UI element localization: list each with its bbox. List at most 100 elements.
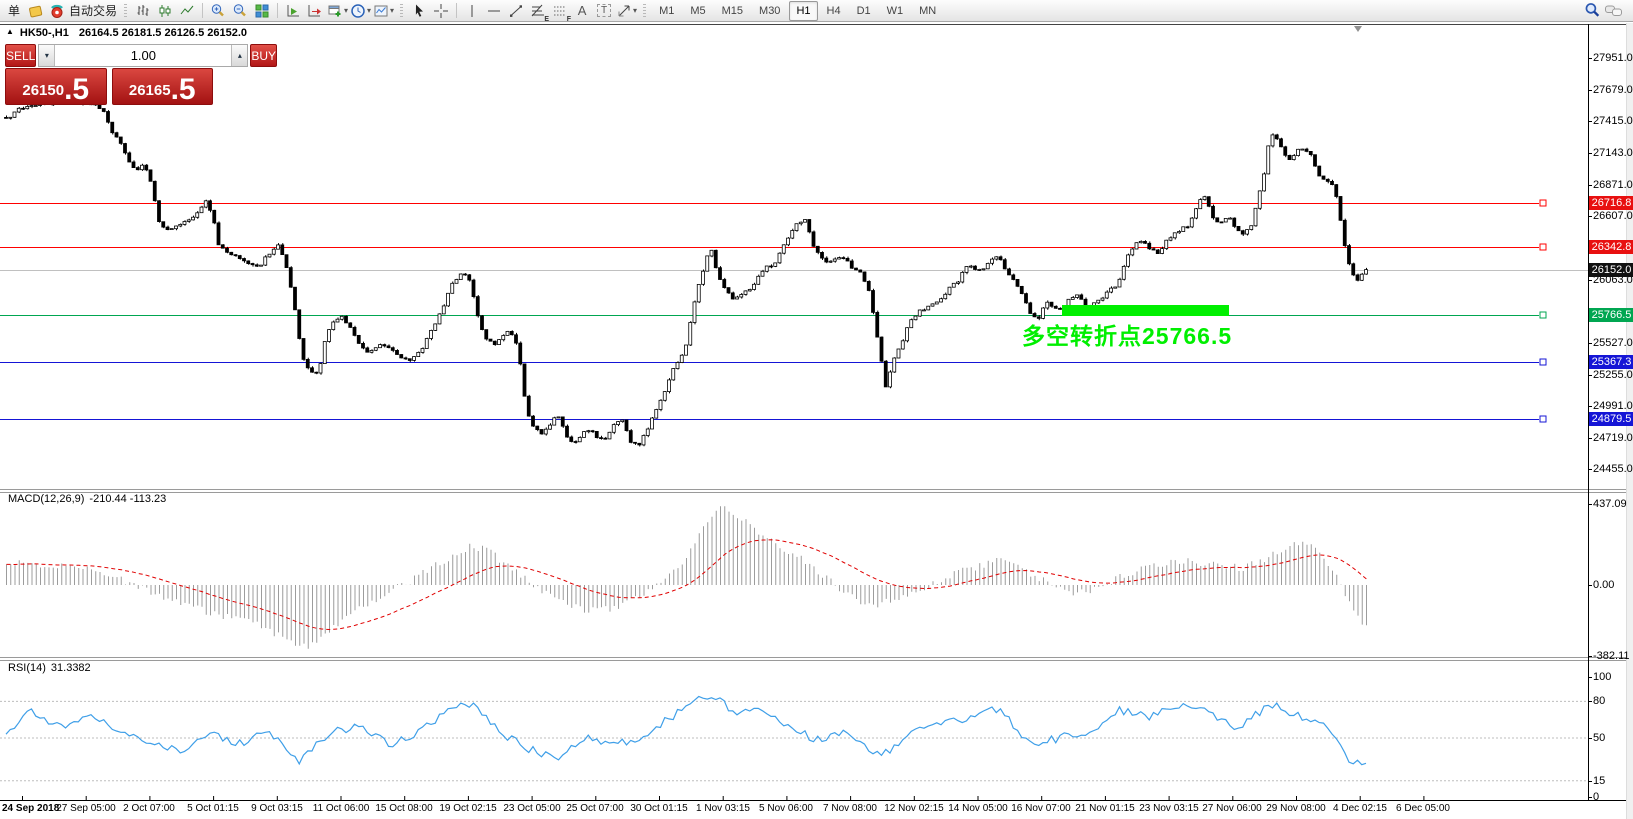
volume-spinner: ▾ ▴ bbox=[38, 44, 249, 67]
fibonacci-expansion-button[interactable]: F bbox=[550, 1, 572, 23]
buy-button[interactable]: BUY bbox=[250, 44, 278, 67]
annotation-rectangle[interactable] bbox=[1062, 305, 1229, 316]
periods-button[interactable]: ▾ bbox=[350, 1, 371, 21]
cursor-button[interactable] bbox=[409, 1, 429, 21]
dropdown-caret-icon: ▾ bbox=[367, 6, 372, 15]
fibonacci-retracement-button[interactable]: E bbox=[528, 1, 550, 23]
dropdown-caret-icon: ▾ bbox=[633, 6, 638, 15]
trendline-button[interactable] bbox=[506, 1, 526, 21]
sell-price-button[interactable]: 26150 .5 bbox=[5, 68, 107, 105]
text-tool-button[interactable]: A bbox=[577, 3, 587, 18]
new-order-button[interactable]: 单 bbox=[7, 4, 20, 18]
macd-indicator-label: MACD(12,26,9) -210.44 -113.23 bbox=[8, 493, 167, 505]
candlesticks bbox=[4, 100, 1368, 447]
templates-button[interactable]: ▾ bbox=[373, 1, 394, 21]
candles-icon bbox=[159, 4, 171, 17]
toolbar-grip bbox=[400, 3, 404, 18]
template-icon bbox=[374, 5, 388, 16]
fib-e-glyph: E bbox=[544, 15, 550, 23]
rsi-indicator-label: RSI(14) 31.3382 bbox=[8, 662, 91, 674]
ohlc-values: 26164.5 26181.5 26126.5 26152.0 bbox=[78, 27, 248, 39]
fibonacci-expansion-icon bbox=[554, 6, 566, 15]
tile-windows-button[interactable] bbox=[252, 1, 272, 21]
horizontal-line-button[interactable] bbox=[484, 1, 504, 21]
chart-annotation-text[interactable]: 多空转折点25766.5 bbox=[1022, 323, 1233, 349]
text-label-tool-button[interactable]: T bbox=[594, 1, 614, 21]
timeframe-M30[interactable]: M30 bbox=[759, 4, 781, 17]
line-chart-button[interactable] bbox=[177, 1, 197, 21]
vertical-scrollbar[interactable] bbox=[1626, 23, 1633, 819]
horizontal-line-icon bbox=[488, 10, 501, 11]
tile-windows-icon bbox=[255, 4, 269, 17]
autotrading-robot-icon bbox=[51, 4, 63, 18]
chart-shift-icon bbox=[308, 4, 321, 16]
timeframe-M1[interactable]: M1 bbox=[659, 4, 675, 17]
chart-title: ▲ HK50-,H1 26164.5 26181.5 26126.5 26152.0 bbox=[6, 27, 247, 39]
clock-icon bbox=[351, 3, 365, 18]
book-icon bbox=[29, 5, 43, 17]
new-chart-button[interactable]: ▾ bbox=[327, 1, 348, 21]
toolbar-separator bbox=[277, 3, 278, 18]
symbol-period-label: HK50-,H1 bbox=[19, 27, 69, 39]
fibonacci-icon bbox=[531, 4, 545, 16]
timeframe-D1[interactable]: D1 bbox=[856, 4, 871, 17]
arrows-tool-button[interactable]: ▾ bbox=[616, 1, 637, 21]
chat-bubbles-icon bbox=[1605, 5, 1622, 16]
shift-marker-icon bbox=[1354, 26, 1362, 32]
macd-histogram bbox=[6, 506, 1367, 649]
search-button[interactable] bbox=[1582, 1, 1602, 21]
rsi-line bbox=[5, 695, 1367, 766]
arrows-icon bbox=[618, 5, 630, 16]
comments-button[interactable] bbox=[1604, 1, 1624, 21]
crosshair-button[interactable] bbox=[431, 1, 451, 21]
toolbar: 单 自动交易 bbox=[0, 0, 1633, 23]
sell-button[interactable]: SELL bbox=[5, 44, 37, 67]
volume-input[interactable] bbox=[55, 45, 232, 66]
candlestick-chart-button[interactable] bbox=[155, 1, 175, 21]
sell-price-fraction: .5 bbox=[64, 72, 90, 106]
cursor-icon bbox=[415, 4, 424, 17]
timeframe-group: M1 M5 M15 M30 H1 H4 D1 W1 MN bbox=[651, 0, 944, 21]
one-click-trading-panel: SELL ▾ ▴ BUY 26150 .5 26165 .5 bbox=[5, 44, 278, 106]
fib-f-glyph: F bbox=[566, 15, 572, 23]
dropdown-caret-icon: ▾ bbox=[390, 6, 395, 15]
chart-shift-button[interactable] bbox=[305, 1, 325, 21]
timeframe-MN[interactable]: MN bbox=[919, 4, 937, 17]
zoom-in-icon bbox=[211, 3, 224, 16]
line-handle[interactable] bbox=[1539, 311, 1547, 319]
buy-price-fraction: .5 bbox=[170, 72, 196, 106]
timeframe-H4[interactable]: H4 bbox=[826, 4, 841, 17]
bar-chart-button[interactable] bbox=[133, 1, 153, 21]
timeframe-M5[interactable]: M5 bbox=[690, 4, 706, 17]
buy-price-main: 26165 bbox=[128, 82, 171, 99]
zoom-in-button[interactable] bbox=[208, 1, 228, 21]
rsi-value: 31.3382 bbox=[50, 662, 91, 674]
trendline-icon bbox=[510, 4, 523, 17]
auto-scroll-icon bbox=[287, 4, 299, 16]
timeframe-H1[interactable]: H1 bbox=[789, 0, 818, 21]
history-book-icon[interactable] bbox=[26, 1, 46, 21]
search-icon bbox=[1585, 3, 1599, 17]
volume-increase-button[interactable]: ▴ bbox=[231, 45, 248, 66]
line-handle[interactable] bbox=[1539, 415, 1547, 423]
autotrading-button[interactable]: 自动交易 bbox=[48, 1, 118, 21]
vertical-line-button[interactable] bbox=[462, 1, 482, 21]
zoom-out-icon bbox=[233, 3, 246, 16]
macd-signal-line bbox=[6, 539, 1367, 631]
new-chart-icon bbox=[328, 5, 341, 16]
macd-values: -210.44 -113.23 bbox=[89, 493, 167, 505]
zoom-out-button[interactable] bbox=[230, 1, 250, 21]
volume-decrease-button[interactable]: ▾ bbox=[39, 45, 56, 66]
oct-collapse-arrow[interactable]: ▲ bbox=[6, 27, 14, 36]
timeframe-M15[interactable]: M15 bbox=[721, 4, 744, 17]
line-handle[interactable] bbox=[1539, 243, 1547, 251]
toolbar-separator bbox=[202, 3, 203, 18]
line-handle[interactable] bbox=[1539, 199, 1547, 207]
timeframe-W1[interactable]: W1 bbox=[886, 4, 904, 17]
dropdown-caret-icon: ▾ bbox=[344, 6, 349, 15]
buy-price-button[interactable]: 26165 .5 bbox=[111, 68, 213, 106]
vertical-line-icon bbox=[471, 4, 473, 17]
line-handle[interactable] bbox=[1539, 358, 1547, 366]
auto-scroll-button[interactable] bbox=[283, 1, 303, 21]
